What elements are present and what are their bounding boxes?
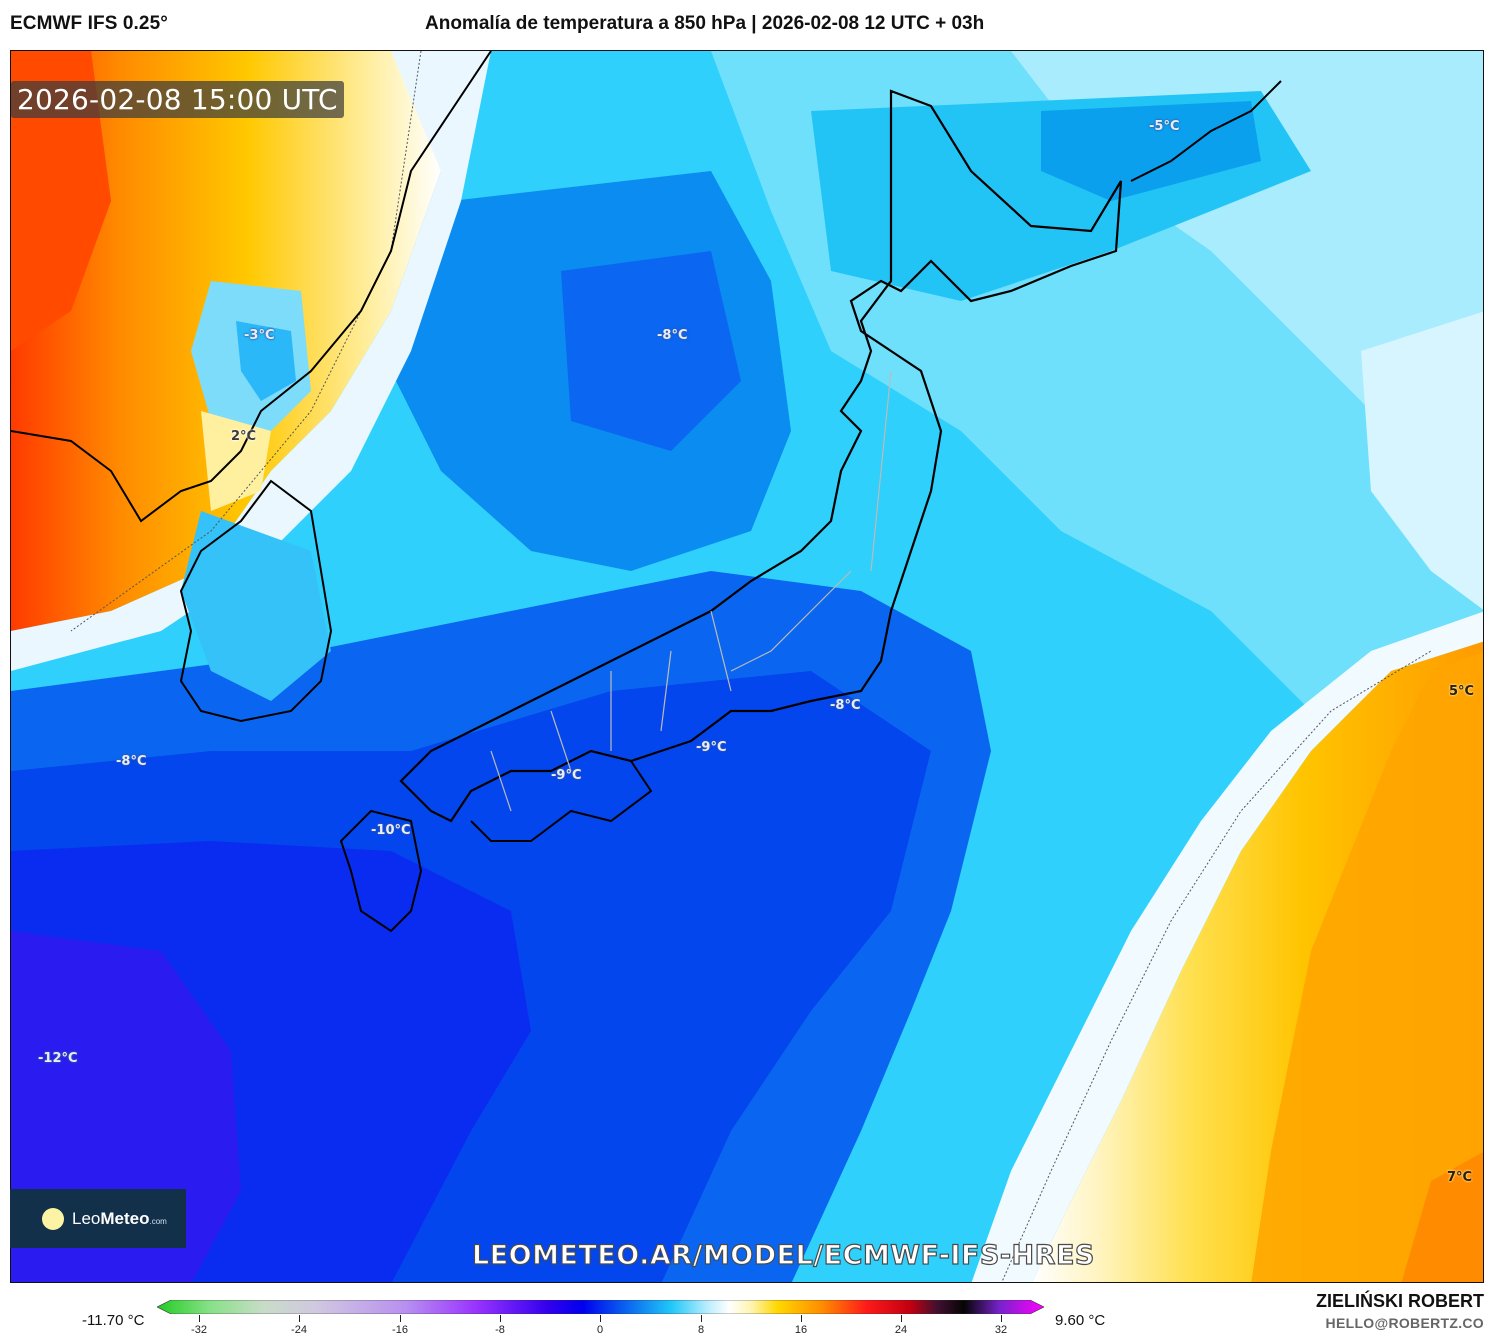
temp-label: -8°C	[657, 328, 688, 343]
colorbar	[156, 1299, 1045, 1315]
map-field	[11, 51, 1483, 1282]
model-name: ECMWF IFS 0.25°	[10, 13, 168, 34]
logo-suffix: .com	[149, 1216, 167, 1226]
temp-label: -5°C	[1149, 119, 1180, 134]
leometeo-logo[interactable]: LeoMeteo.com	[10, 1189, 186, 1248]
colorbar-tick-label: -8	[495, 1324, 505, 1336]
temp-label: 7°C	[1447, 1170, 1473, 1185]
temp-label: -12°C	[38, 1051, 78, 1066]
colorbar-tick	[801, 1315, 802, 1322]
colorbar-tick	[500, 1315, 501, 1322]
colorbar-tick	[701, 1315, 702, 1322]
colorbar-tick-label: 8	[697, 1324, 705, 1336]
logo-bold: Meteo	[100, 1208, 150, 1228]
sun-icon	[42, 1207, 64, 1230]
colorbar-tick	[199, 1315, 200, 1322]
author-name: ZIELIŃSKI ROBERT	[1315, 1291, 1484, 1311]
temp-label: -8°C	[116, 754, 147, 769]
colorbar-tick-label: 32	[994, 1324, 1008, 1336]
colorbar-tick	[1001, 1315, 1002, 1322]
author-email[interactable]: HELLO@ROBERTZ.CO	[1325, 1315, 1484, 1331]
colorbar-tick-label: -32	[191, 1324, 207, 1336]
colorbar-min-label: -11.70 °C	[82, 1312, 145, 1329]
logo-wordmark: LeoMeteo.com	[72, 1209, 167, 1229]
temp-label: -3°C	[244, 328, 275, 343]
temperature-anomaly-map[interactable]: 2026-02-08 15:00 UTC -3°C 2°C -8°C -5°C …	[10, 50, 1484, 1283]
colorbar-tick-label: 16	[794, 1324, 808, 1336]
colorbar-tick	[600, 1315, 601, 1322]
valid-time-badge: 2026-02-08 15:00 UTC	[11, 81, 344, 118]
chart-title: Anomalía de temperatura a 850 hPa | 2026…	[425, 13, 985, 34]
temp-label: -9°C	[551, 768, 582, 783]
colorbar-max-label: 9.60 °C	[1055, 1312, 1106, 1329]
temp-label: 5°C	[1449, 684, 1475, 699]
colorbar-tick-label: 24	[894, 1324, 908, 1336]
temp-label: -9°C	[696, 740, 727, 755]
colorbar-tick-label: -24	[291, 1324, 307, 1336]
colorbar-tick	[400, 1315, 401, 1322]
temp-label: -10°C	[371, 823, 411, 838]
logo-prefix: Leo	[72, 1208, 101, 1228]
colorbar-tick	[901, 1315, 902, 1322]
colorbar-tick	[299, 1315, 300, 1322]
colorbar-tick-label: -16	[392, 1324, 408, 1336]
url-watermark: LEOMETEO.AR/MODEL/ECMWF-IFS-HRES	[471, 1239, 1095, 1271]
temp-label: -8°C	[830, 698, 861, 713]
temp-label: 2°C	[231, 429, 257, 444]
colorbar-tick-label: 0	[596, 1324, 604, 1336]
